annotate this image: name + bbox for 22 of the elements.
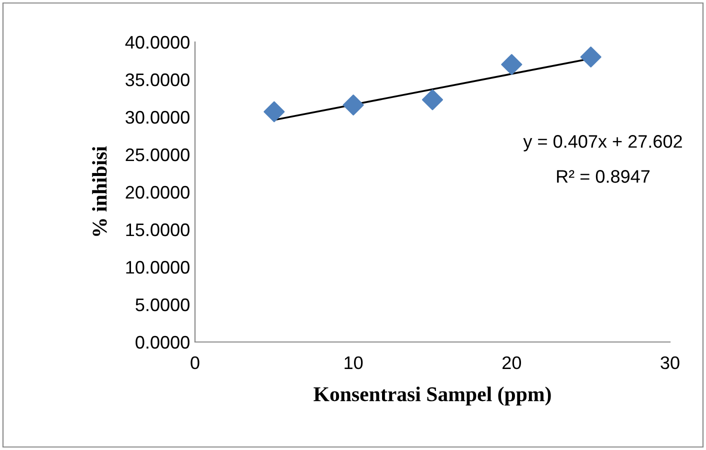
x-tick-label: 0 — [190, 356, 200, 370]
y-tick-label: 30.0000 — [126, 110, 190, 124]
y-tick-label: 10.0000 — [126, 260, 190, 274]
x-tick-label: 30 — [660, 356, 680, 370]
point — [342, 94, 364, 116]
annotation: R² = 0.8947 — [557, 170, 650, 183]
y-tick-label: 35.0000 — [126, 73, 190, 86]
y-tick-label: 25.0000 — [126, 148, 190, 162]
y-tick-label: 40.0000 — [125, 36, 190, 49]
annotation: y = 0.407x + 27.602 — [523, 135, 682, 152]
point — [264, 101, 285, 122]
x-tick-label: 10 — [344, 356, 363, 370]
y-axis-title: % inhibisi — [92, 146, 107, 236]
y-tick-label: 20.0000 — [126, 186, 190, 199]
y-tick-label: 5.0000 — [136, 298, 190, 312]
point — [580, 46, 602, 68]
point — [501, 54, 522, 76]
x-axis-title: Konsentrasi Sampel (ppm) — [314, 386, 551, 406]
point — [422, 89, 444, 110]
y-tick-label: 15.0000 — [126, 223, 190, 236]
x-tick-label: 20 — [502, 356, 522, 370]
y-tick-label: 0.0000 — [136, 336, 190, 349]
